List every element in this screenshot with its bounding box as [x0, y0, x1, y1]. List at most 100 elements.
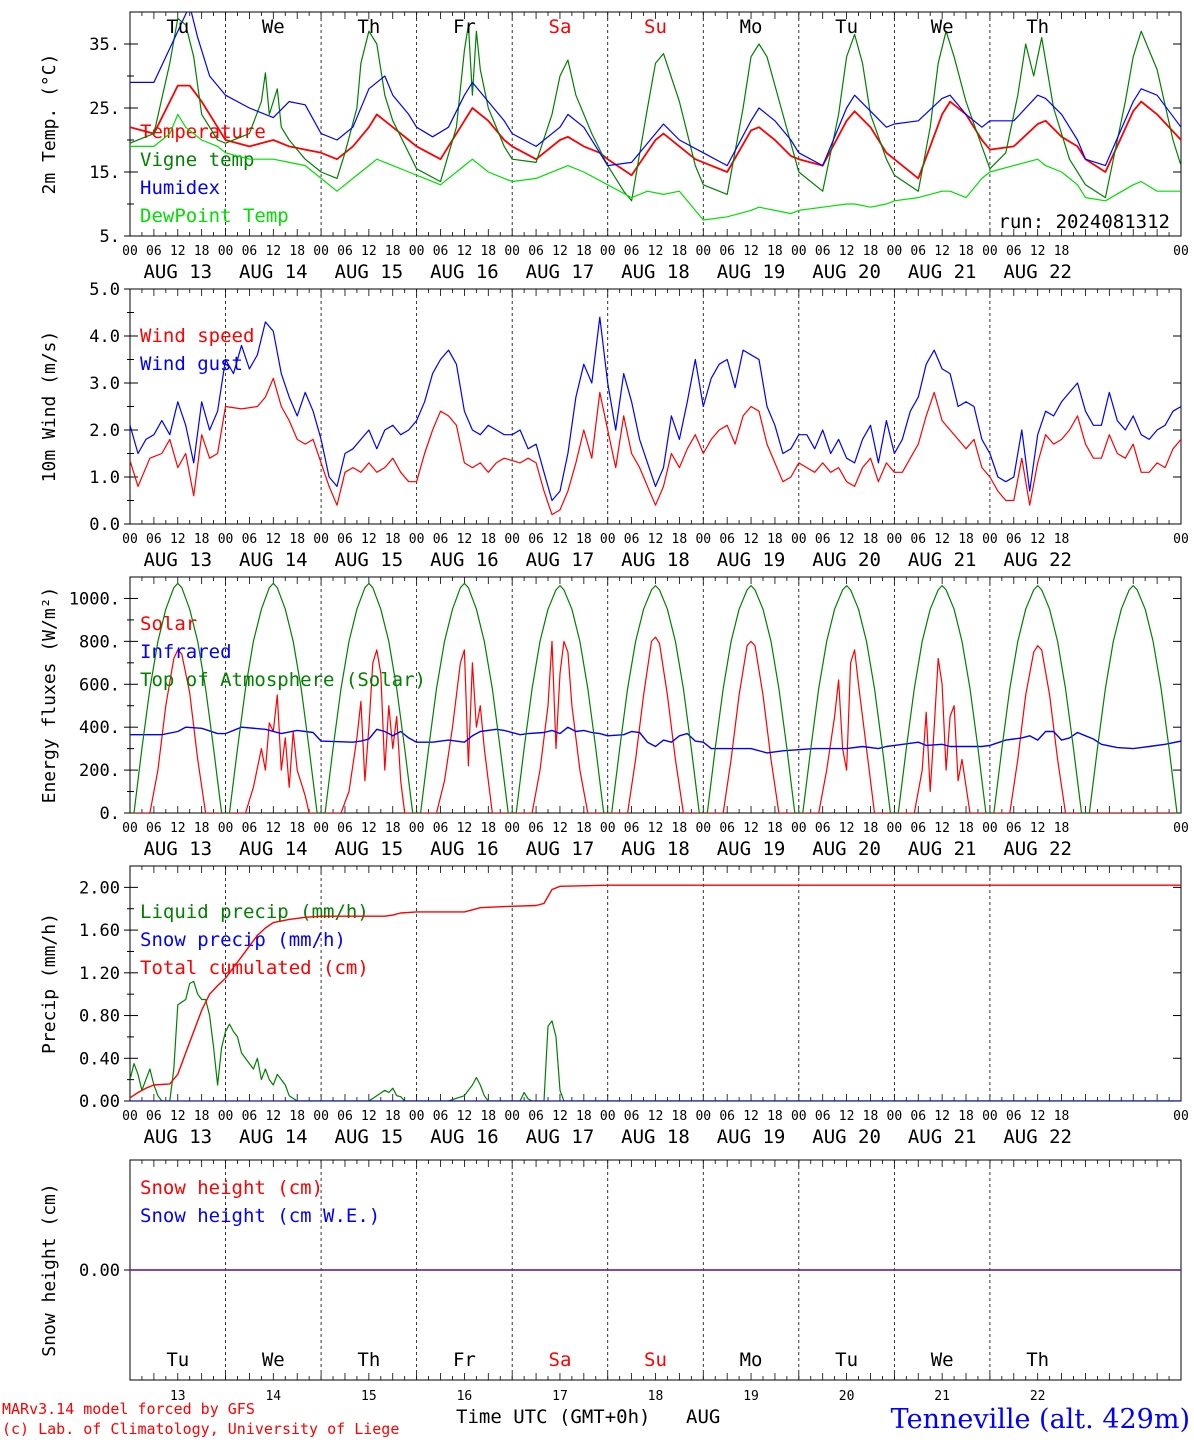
hour-tick-label: 12	[552, 1109, 568, 1124]
hour-tick-label: 12	[1030, 532, 1046, 547]
date-label: AUG 13	[143, 1126, 212, 1148]
date-label: AUG 15	[335, 838, 404, 860]
day-name-label: Fr	[453, 16, 476, 38]
hour-tick-label: 06	[146, 821, 162, 836]
day-number-label: 20	[839, 1389, 855, 1404]
hour-tick-label: 06	[528, 821, 544, 836]
date-label: AUG 17	[526, 261, 595, 283]
series-wind-speed-line	[130, 377, 1181, 516]
day-number-label: 15	[361, 1389, 377, 1404]
hour-tick-label: 00	[695, 821, 711, 836]
day-name-label: Tu	[835, 1349, 858, 1371]
run-label: run: 2024081312	[998, 211, 1170, 233]
legend-series-humidex: Humidex	[140, 177, 220, 199]
plot-frame-energy	[129, 576, 1182, 814]
date-label: AUG 13	[143, 838, 212, 860]
hour-tick-label: 06	[433, 1109, 449, 1124]
legend-series-snow-height-cm-w-e: Snow height (cm W.E.)	[140, 1205, 380, 1227]
hour-tick-label: 06	[815, 1109, 831, 1124]
legend-series-total-cumulated-cm: Total cumulated (cm)	[140, 957, 369, 979]
day-number-label: 22	[1030, 1389, 1046, 1404]
hour-tick-label: 00	[791, 821, 807, 836]
day-name-label: Mo	[740, 1349, 763, 1371]
hour-tick-label: 00	[791, 1109, 807, 1124]
hour-tick-label: 00	[887, 244, 903, 259]
day-name-label: We	[931, 16, 954, 38]
hour-tick-label: 12	[457, 532, 473, 547]
hour-tick-label: 00	[982, 821, 998, 836]
hour-tick-label: 18	[289, 244, 305, 259]
day-name-label: Su	[644, 16, 667, 38]
y-axis-title: Snow height (cm)	[39, 1183, 60, 1356]
date-label: AUG 22	[1003, 838, 1072, 860]
hour-tick-label: 06	[719, 532, 735, 547]
hour-tick-label: 00	[695, 1109, 711, 1124]
legend-series-liquid-precip-mm-h: Liquid precip (mm/h)	[140, 901, 369, 923]
legend-series-top-of-atmosphere-solar: Top of Atmosphere (Solar)	[140, 669, 426, 691]
hour-tick-label: 00	[695, 532, 711, 547]
hour-tick-label: 06	[146, 1109, 162, 1124]
date-label: AUG 18	[621, 549, 690, 571]
legend-series-wind-speed: Wind speed	[140, 325, 254, 347]
date-label: AUG 18	[621, 1126, 690, 1148]
date-label: AUG 19	[717, 261, 786, 283]
hour-tick-label: 12	[457, 821, 473, 836]
series-solar-line	[130, 636, 1181, 813]
date-label: AUG 17	[526, 838, 595, 860]
hour-tick-label: 12	[265, 1109, 281, 1124]
hour-tick-label: 00	[409, 1109, 425, 1124]
hour-tick-label: 18	[672, 244, 688, 259]
hour-tick-label: 18	[863, 821, 879, 836]
y-axis-title: 2m Temp. (°C)	[39, 54, 60, 195]
hour-tick-label: 00	[409, 532, 425, 547]
hour-tick-label: 00	[313, 1109, 329, 1124]
hour-tick-label: 00	[1173, 532, 1189, 547]
plot-frame-wind	[129, 288, 1182, 525]
day-number-label: 21	[934, 1389, 950, 1404]
hour-tick-label: 06	[624, 1109, 640, 1124]
series-liquid-precip-mm-h-line	[130, 980, 1181, 1101]
hour-tick-label: 18	[863, 532, 879, 547]
hour-tick-label: 12	[457, 1109, 473, 1124]
hour-tick-label: 06	[719, 821, 735, 836]
y-axis-title: 10m Wind (m/s)	[39, 331, 60, 483]
hour-tick-label: 06	[1006, 532, 1022, 547]
hour-tick-label: 12	[743, 1109, 759, 1124]
hour-tick-label: 18	[767, 244, 783, 259]
legend-series-vigne-temp: Vigne temp	[140, 149, 254, 171]
date-label: AUG 20	[812, 261, 881, 283]
hour-tick-label: 18	[1054, 1109, 1070, 1124]
hour-tick-label: 12	[743, 244, 759, 259]
day-number-label: 17	[552, 1389, 568, 1404]
date-label: AUG 16	[430, 261, 499, 283]
hour-tick-label: 18	[863, 1109, 879, 1124]
hour-tick-label: 06	[910, 244, 926, 259]
hour-tick-label: 06	[528, 244, 544, 259]
hour-tick-label: 06	[146, 532, 162, 547]
hour-tick-label: 18	[767, 532, 783, 547]
date-label: AUG 20	[812, 549, 881, 571]
hour-tick-label: 06	[242, 821, 258, 836]
y-tick-label: 3.0	[89, 374, 120, 394]
hour-tick-label: 18	[289, 1109, 305, 1124]
hour-tick-label: 06	[337, 1109, 353, 1124]
y-tick-label: 0.00	[79, 1261, 120, 1281]
series-wind-gust-line	[130, 316, 1181, 502]
hour-tick-label: 18	[480, 244, 496, 259]
hour-tick-label: 06	[1006, 244, 1022, 259]
hour-tick-label: 18	[385, 532, 401, 547]
hour-tick-label: 18	[194, 1109, 210, 1124]
y-tick-label: 600.	[79, 675, 120, 695]
hour-tick-label: 06	[815, 244, 831, 259]
hour-tick-label: 06	[242, 244, 258, 259]
series-humidex-line	[130, 12, 1181, 167]
day-number-label: 14	[265, 1389, 281, 1404]
y-tick-label: 400.	[79, 718, 120, 738]
y-tick-label: 5.0	[89, 280, 120, 300]
y-tick-label: 35.	[89, 35, 120, 55]
day-name-label: Sa	[549, 1349, 572, 1371]
hour-tick-label: 00	[1173, 1109, 1189, 1124]
day-number-label: 16	[457, 1389, 473, 1404]
hour-tick-label: 00	[1173, 821, 1189, 836]
day-name-label: We	[931, 1349, 954, 1371]
